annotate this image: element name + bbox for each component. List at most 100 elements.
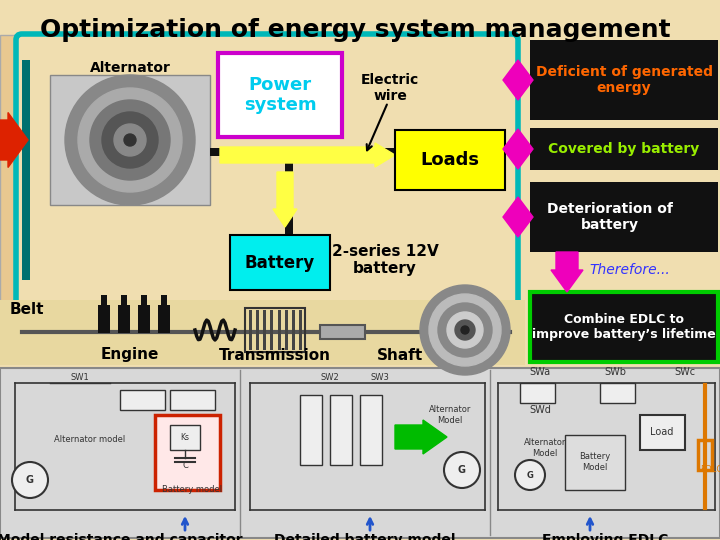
Circle shape [114,124,146,156]
Text: Engine: Engine [101,348,159,362]
Bar [118,305,130,333]
Polygon shape [503,197,533,237]
Text: Employing EDLC: Employing EDLC [542,533,668,540]
Bar [285,156,293,236]
Text: Optimization of energy system management: Optimization of energy system management [40,18,670,42]
Text: Ks: Ks [181,433,189,442]
Text: SW2: SW2 [320,374,339,382]
Circle shape [90,100,170,180]
Circle shape [444,452,480,488]
FancyArrow shape [273,172,297,227]
Text: Battery: Battery [245,254,315,272]
Bar [530,128,718,170]
FancyArrow shape [395,420,447,454]
Bar [245,308,305,352]
Circle shape [438,303,492,357]
Bar [138,305,150,333]
Bar [141,295,147,305]
Text: G: G [458,465,466,475]
Text: Transmission: Transmission [219,348,331,362]
Circle shape [455,320,475,340]
Bar [161,295,167,305]
Bar [600,383,635,403]
Text: Power
system: Power system [243,76,316,114]
Text: Shaft: Shaft [377,348,423,362]
Bar [278,310,281,350]
Text: Alternator
Model: Alternator Model [524,438,566,458]
Text: Alternator model: Alternator model [55,435,125,444]
Polygon shape [503,129,533,169]
Text: Battery model: Battery model [162,485,222,495]
Bar [22,60,30,280]
FancyBboxPatch shape [218,53,342,137]
Bar [300,395,322,465]
Bar [170,390,215,410]
Text: SW1: SW1 [71,374,89,382]
Bar [271,310,274,350]
Circle shape [447,312,483,348]
Bar [698,440,712,470]
Circle shape [78,88,182,192]
Bar [230,235,330,290]
Text: SWb: SWb [604,367,626,377]
Circle shape [12,462,48,498]
Bar [530,40,718,120]
Text: G: G [26,475,34,485]
Text: Deficient of generated
energy: Deficient of generated energy [536,65,713,95]
Circle shape [420,285,510,375]
Bar [158,305,170,333]
Text: Detailed battery model: Detailed battery model [274,533,456,540]
Bar [120,390,165,410]
Bar [210,148,410,156]
Text: Loads: Loads [420,151,480,169]
Circle shape [461,326,469,334]
Bar [0,300,525,365]
Text: Electric
wire: Electric wire [361,73,419,103]
Bar [121,295,127,305]
Circle shape [102,112,158,168]
Bar [155,415,220,490]
Text: Alternator: Alternator [89,61,171,75]
Text: C: C [182,461,188,469]
Bar [249,310,252,350]
Text: EDLC: EDLC [700,465,720,475]
Bar [170,425,200,450]
Circle shape [515,460,545,490]
Text: Model resistance and capacitor: Model resistance and capacitor [0,533,243,540]
Bar [50,75,210,205]
Text: Deterioration of
battery: Deterioration of battery [547,202,673,232]
Circle shape [429,294,501,366]
Text: Load: Load [650,427,674,437]
Circle shape [124,134,136,146]
Bar [330,395,352,465]
Text: G: G [526,470,534,480]
Bar [256,310,259,350]
Bar [320,325,365,339]
Text: Battery
Model: Battery Model [580,453,611,472]
FancyArrow shape [220,143,395,167]
Bar [520,383,555,403]
Bar [0,35,22,345]
Polygon shape [503,60,533,100]
FancyArrow shape [551,252,583,292]
FancyBboxPatch shape [16,34,518,306]
Circle shape [65,75,195,205]
Text: Therefore...: Therefore... [590,263,670,277]
Text: SWa: SWa [529,367,551,377]
Text: SWd: SWd [529,405,551,415]
Text: Covered by battery: Covered by battery [549,142,700,156]
Text: Belt: Belt [10,302,45,318]
Bar [98,305,110,333]
Text: 2-series 12V
battery: 2-series 12V battery [332,244,438,276]
Bar [101,295,107,305]
Text: SW3: SW3 [371,374,390,382]
Text: SWc: SWc [675,367,696,377]
Bar [292,310,295,350]
Bar [530,292,718,362]
Bar [264,310,266,350]
Bar [0,368,720,538]
Bar [299,310,302,350]
FancyArrow shape [0,112,28,167]
Text: Combine EDLC to
improve battery’s lifetime: Combine EDLC to improve battery’s lifeti… [532,313,716,341]
Bar [565,435,625,490]
